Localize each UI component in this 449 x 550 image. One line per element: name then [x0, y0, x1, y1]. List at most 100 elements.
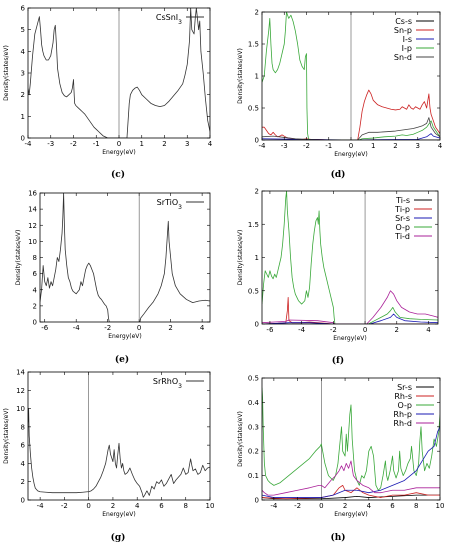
- x-tick-label: -4: [37, 502, 45, 510]
- y-tick-label: 0.1: [248, 472, 259, 480]
- x-tick-label: -4: [270, 502, 278, 510]
- x-tick-label: 1: [140, 140, 144, 148]
- x-tick-label: 4: [438, 142, 443, 150]
- x-tick-label: 0: [86, 502, 90, 510]
- x-tick-label: 8: [183, 502, 187, 510]
- chart-p2: -4 -3 -2 -1 0 1 2 3 4 0 0.5 1 1.5 2 Energy(eV) Density(…: [237, 9, 443, 181]
- x-tick-label: -2: [104, 324, 111, 332]
- series-line-sn-p: [262, 89, 440, 140]
- y-tick-label: 0: [255, 321, 259, 329]
- y-tick-label: 2: [255, 9, 259, 17]
- y-tick-label: 16: [28, 190, 37, 198]
- y-tick-label: 6: [21, 5, 26, 13]
- x-tick-label: -4: [259, 142, 267, 150]
- y-tick-label: 0: [21, 497, 25, 505]
- x-tick-label: -3: [47, 140, 54, 148]
- y-tick-label: 12: [28, 222, 37, 230]
- y-tick-label: 1: [255, 73, 259, 81]
- legend-label: CsSnI3: [156, 13, 182, 26]
- legend: SrTiO3: [157, 198, 204, 211]
- y-axis-label: Density(states/eV): [3, 45, 10, 101]
- y-tick-label: 3: [21, 70, 25, 78]
- y-tick-label: 0.3: [248, 423, 259, 431]
- y-tick-label: 2: [255, 188, 259, 196]
- y-tick-label: 8: [33, 254, 37, 262]
- y-axis-label: Density(states/eV): [237, 230, 244, 286]
- x-tick-label: 0: [349, 142, 353, 150]
- x-tick-label: 0: [117, 140, 121, 148]
- panel-caption: (g): [111, 532, 126, 543]
- legend-label: O-p: [398, 401, 412, 410]
- legend-label: I-s: [403, 35, 412, 44]
- plot-frame: [39, 192, 211, 323]
- y-tick-label: 1.5: [248, 41, 259, 49]
- legend: Cs-sSn-pI-sI-pSn-d: [394, 17, 434, 62]
- panel-caption: (d): [331, 169, 346, 180]
- y-axis-label: Density(states/eV): [237, 411, 244, 467]
- chart-p6: -4 -2 0 2 4 6 8 10 0 0.1 0.2 0.3 0.4 0.5 Energy(eV) Den…: [237, 375, 444, 544]
- y-tick-label: 0: [33, 319, 37, 327]
- x-axis-label: Energy(eV): [102, 149, 135, 156]
- x-tick-label: -6: [41, 324, 49, 332]
- x-tick-label: -2: [70, 140, 77, 148]
- legend-label: Sn-p: [394, 26, 412, 35]
- y-tick-label: 0.4: [248, 399, 260, 407]
- x-tick-label: -4: [25, 140, 33, 148]
- x-tick-label: 2: [393, 142, 397, 150]
- legend-label: SrRhO3: [153, 377, 182, 390]
- series-line-sn-d: [262, 117, 440, 140]
- x-tick-label: 0: [363, 326, 367, 334]
- y-tick-label: 1.5: [248, 221, 259, 229]
- x-tick-label: 6: [159, 502, 164, 510]
- legend: SrRhO3: [153, 377, 204, 390]
- x-tick-label: 2: [168, 324, 172, 332]
- legend-label: Rh-d: [393, 419, 412, 428]
- legend-label: Sn-d: [394, 53, 412, 62]
- x-tick-label: 2: [343, 502, 347, 510]
- x-tick-label: 6: [390, 502, 395, 510]
- x-tick-label: -1: [93, 140, 100, 148]
- y-tick-label: 0: [255, 497, 259, 505]
- y-tick-label: 4: [21, 48, 26, 56]
- y-axis-label: Density(states/eV): [237, 48, 244, 104]
- y-tick-label: 0.5: [248, 287, 259, 295]
- legend-label: Sr-s: [397, 383, 412, 392]
- y-tick-label: 4: [21, 460, 26, 468]
- x-tick-label: -1: [325, 142, 332, 150]
- series-line-rh-p: [262, 426, 440, 498]
- x-tick-label: 4: [367, 502, 372, 510]
- legend: Sr-sRh-sO-pRh-pRh-d: [393, 383, 434, 428]
- y-tick-label: 6: [21, 442, 26, 450]
- series-line-cssni3: [28, 8, 210, 138]
- x-tick-label: 2: [111, 502, 115, 510]
- x-tick-label: 4: [200, 324, 205, 332]
- panel-caption: (c): [111, 169, 125, 180]
- plot-frame: [261, 377, 441, 501]
- chart-p3: -6 -4 -2 0 2 4 0 2 4 6 8 10 12 14 16 Energy(eV) Density(…: [15, 190, 211, 365]
- y-tick-label: 14: [16, 369, 25, 377]
- chart-p5: -4 -2 0 2 4 6 8 10 0 2 4 6 8 10 12 14 Energy(eV) Density(…: [3, 369, 214, 544]
- y-tick-label: 14: [28, 206, 37, 214]
- legend-label: Sr-s: [395, 214, 410, 223]
- legend-label: Rh-p: [393, 410, 412, 419]
- x-tick-label: 3: [416, 142, 420, 150]
- panel-caption: (f): [332, 355, 344, 366]
- y-tick-label: 4: [33, 286, 38, 294]
- y-tick-label: 0: [255, 137, 259, 145]
- x-tick-label: -2: [61, 502, 68, 510]
- x-axis-label: Energy(eV): [334, 511, 367, 518]
- series-line-srtio3: [40, 193, 210, 322]
- x-tick-label: -4: [298, 326, 306, 334]
- y-tick-label: 5: [21, 26, 25, 34]
- y-tick-label: 10: [28, 238, 37, 246]
- series-line-i-p: [262, 12, 440, 140]
- y-tick-label: 10: [16, 405, 25, 413]
- x-tick-label: -2: [330, 326, 337, 334]
- x-tick-label: 0: [137, 324, 141, 332]
- chart-p4: -6 -4 -2 0 2 4 0 0.5 1 1.5 2 Energy(eV) Density(stat…: [237, 188, 439, 366]
- y-tick-label: 0.5: [248, 105, 259, 113]
- y-tick-label: 2: [21, 91, 25, 99]
- y-tick-label: 6: [33, 270, 38, 278]
- x-tick-label: 4: [135, 502, 140, 510]
